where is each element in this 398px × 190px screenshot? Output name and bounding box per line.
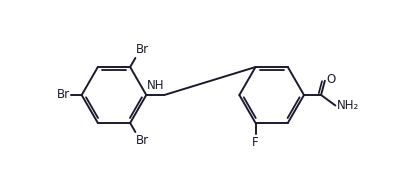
Text: NH₂: NH₂ xyxy=(337,99,359,112)
Text: Br: Br xyxy=(57,89,70,101)
Text: O: O xyxy=(326,73,336,86)
Text: Br: Br xyxy=(136,44,149,56)
Text: NH: NH xyxy=(146,79,164,92)
Text: F: F xyxy=(252,136,259,149)
Text: Br: Br xyxy=(136,134,149,146)
